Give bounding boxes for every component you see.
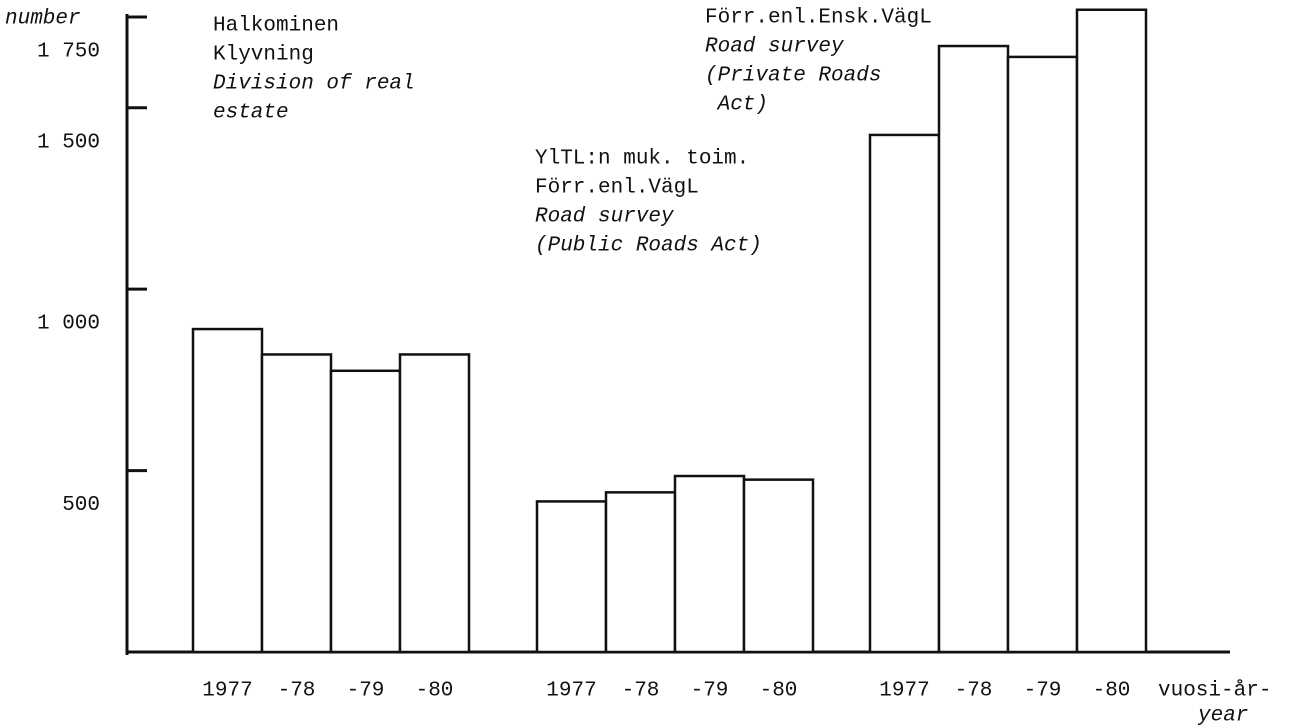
x-tick-label: -78 — [278, 680, 316, 703]
bar — [604, 491, 677, 654]
x-tick-label: -79 — [691, 680, 729, 703]
x-tick-label: 1977 — [879, 680, 929, 703]
x-tick-label: -78 — [955, 680, 993, 703]
y-axis-label: number — [5, 8, 81, 31]
x-tick-label: 1977 — [546, 680, 596, 703]
group-label: Klyvning — [213, 44, 314, 67]
group-label-english: Division of real — [213, 73, 415, 96]
x-tick-label: -79 — [1024, 680, 1062, 703]
bar — [742, 478, 815, 654]
group-label-english: Act) — [705, 94, 768, 117]
x-tick-label: -79 — [347, 680, 385, 703]
bar — [535, 500, 608, 654]
bar — [937, 44, 1010, 654]
group-label-english: Road survey — [705, 36, 844, 59]
y-tick-label: 1 500 — [37, 131, 100, 154]
x-tick-label: -80 — [760, 680, 798, 703]
x-tick-label: -80 — [416, 680, 454, 703]
x-tick-label: -78 — [622, 680, 660, 703]
group-label: Förr.enl.Ensk.VägL — [705, 7, 932, 30]
x-axis-label: year — [1197, 705, 1248, 725]
bar — [398, 353, 471, 654]
y-tick-label: 1 000 — [37, 313, 100, 336]
bar — [673, 474, 746, 654]
group-label-english: (Public Roads Act) — [535, 235, 762, 258]
group-label-english: (Private Roads — [705, 65, 881, 88]
bar — [1075, 8, 1148, 654]
y-tick-label: 500 — [62, 494, 100, 517]
x-tick-label: -80 — [1093, 680, 1131, 703]
bar — [868, 133, 941, 654]
x-tick-label: 1977 — [202, 680, 252, 703]
bar — [329, 369, 402, 654]
group-label-english: Road survey — [535, 206, 674, 229]
group-label: Halkominen — [213, 15, 339, 38]
bar — [260, 353, 333, 654]
x-axis-label: vuosi-år- — [1158, 680, 1271, 703]
group-label-english: estate — [213, 102, 289, 125]
bar — [191, 327, 264, 654]
y-tick-label: 1 750 — [37, 41, 100, 64]
group-label: Förr.enl.VägL — [535, 177, 699, 200]
group-label: YlTL:n muk. toim. — [535, 148, 749, 171]
bar — [1006, 55, 1079, 654]
